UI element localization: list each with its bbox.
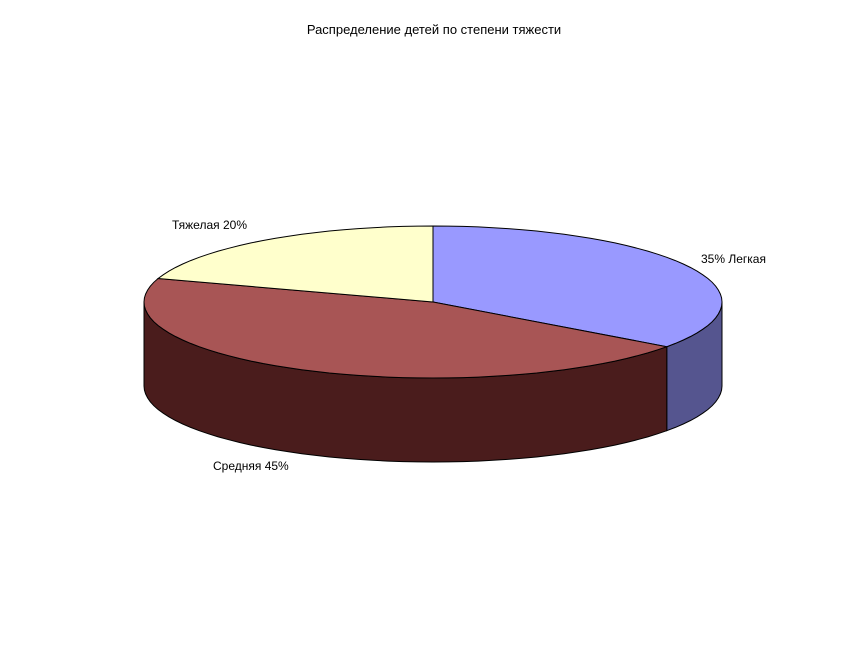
pie-slice-Легкая — [432, 225, 723, 348]
data-label-light: 35% Легкая — [701, 252, 766, 266]
chart-title: Распределение детей по степени тяжести — [306, 22, 562, 37]
data-label-medium: Средняя 45% — [213, 459, 289, 473]
data-label-severe: Тяжелая 20% — [172, 218, 247, 232]
pie-slice-Тяжелая — [156, 225, 434, 303]
pie-slice-Средняя — [143, 277, 669, 379]
